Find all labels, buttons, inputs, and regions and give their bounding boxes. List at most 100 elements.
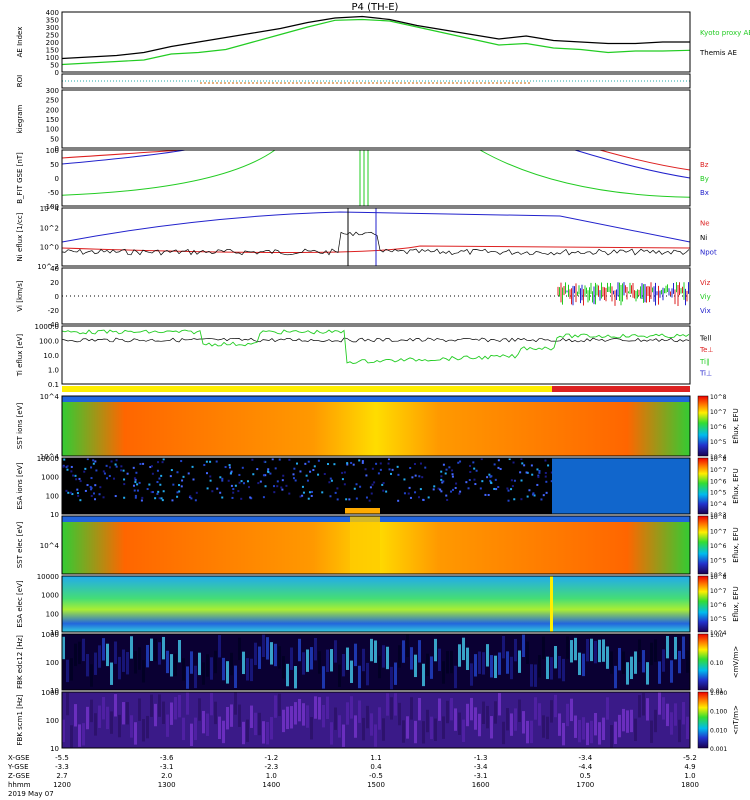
spectrogram-column: [626, 662, 629, 685]
esa-pixel: [520, 458, 523, 461]
spectrogram-column: [374, 640, 377, 663]
esa-pixel: [84, 489, 87, 492]
esa-pixel: [397, 473, 400, 476]
esa-pixel: [206, 487, 209, 490]
esa-pixel: [65, 466, 68, 469]
ne-line: [61, 245, 691, 254]
spectrogram-column: [666, 703, 669, 727]
spectrogram-column: [306, 649, 309, 672]
spectrogram-column: [422, 663, 425, 687]
time-axis-value: -5.5: [55, 754, 69, 762]
time-axis-value: 1800: [681, 781, 699, 789]
colorbar: [697, 575, 709, 633]
spectrogram-column: [122, 649, 125, 672]
y-tick-label: 150: [46, 116, 59, 124]
panel-frame: [61, 395, 691, 457]
esa-pixel: [427, 496, 430, 499]
esa-pixel: [521, 462, 524, 465]
spectrogram-column: [450, 697, 453, 721]
esa-pixel: [115, 459, 118, 462]
time-axis-value: -1.2: [264, 754, 278, 762]
esa-pixel: [194, 499, 197, 502]
spectrogram-column: [630, 656, 633, 680]
esa-pixel: [414, 491, 417, 494]
esa-pixel: [288, 492, 291, 495]
esa-pixel: [467, 487, 470, 490]
spectrogram-column: [642, 650, 645, 673]
esa-pixel: [497, 459, 500, 462]
esa-pixel: [307, 497, 310, 500]
spectrogram-column: [110, 662, 113, 685]
spectrogram-column: [86, 706, 89, 730]
spectrogram-column: [486, 644, 489, 667]
spectrogram-column: [266, 637, 269, 660]
esa-pixel: [215, 460, 218, 463]
spectrogram-column: [526, 720, 529, 744]
spectrogram-column: [130, 636, 133, 659]
esa-pixel: [86, 458, 89, 461]
spectrogram-column: [270, 717, 273, 740]
panel-bfit: B_FIT GSE [nT] 100 50 0 -50 -100 Bz By Bx: [16, 147, 709, 211]
y-tick-label: 200: [46, 39, 59, 47]
spectrogram-column: [142, 719, 145, 742]
esa-pixel: [160, 497, 163, 500]
y-axis-label: Ni eflux [1/cc]: [16, 212, 24, 261]
esa-pixel: [446, 498, 449, 501]
esa-pixel: [228, 464, 231, 467]
spectrogram-column: [562, 722, 565, 746]
spectrogram-column: [438, 648, 441, 672]
y-tick-label: 10.0: [43, 352, 59, 360]
spectrogram-column: [594, 712, 597, 736]
spectrogram-column: [370, 638, 373, 662]
spectrogram-column: [146, 644, 149, 668]
esa-pixel: [103, 472, 106, 475]
colorbar-tick: 10^7: [710, 529, 727, 536]
y-tick-label: 10^0: [40, 244, 59, 252]
time-axis-row-label: hhmm: [8, 781, 31, 789]
esa-pixel: [409, 496, 412, 499]
spectrogram-column: [326, 649, 329, 672]
esa-pixel: [390, 472, 393, 475]
esa-pixel: [396, 465, 399, 468]
esa-pixel: [157, 490, 160, 493]
colorbar-tick: 10^6: [710, 602, 727, 609]
esa-pixel: [89, 485, 92, 488]
colorbar: [697, 691, 709, 749]
spectrogram-column: [538, 703, 541, 726]
spectrogram-column: [510, 656, 513, 680]
esa-pixel: [490, 475, 493, 478]
esa-pixel: [278, 458, 281, 461]
esa-pixel: [489, 479, 492, 482]
spectrogram-column: [358, 665, 361, 689]
esa-pixel: [62, 465, 65, 468]
esa-pixel: [156, 469, 159, 472]
colorbar: [697, 515, 709, 575]
esa-pixel: [474, 483, 477, 486]
spectrogram-column: [586, 722, 589, 746]
legend-entry: Viy: [700, 293, 711, 301]
esa-pixel: [348, 498, 351, 501]
esa-pixel: [271, 458, 274, 461]
y-tick-label: 0.1: [48, 381, 59, 389]
ae-series-kyoto-proxy-ae: [61, 18, 691, 66]
esa-pixel: [424, 466, 427, 469]
spectrogram-column: [494, 655, 497, 679]
esa-pixel: [311, 490, 314, 493]
spectrogram-column: [178, 640, 181, 663]
esa-pixel: [230, 470, 233, 473]
esa-pixel: [508, 458, 511, 461]
spectrogram-column: [514, 708, 517, 731]
colorbar: [697, 395, 709, 457]
time-axis-value: 1500: [367, 781, 385, 789]
spectrogram-column: [362, 717, 365, 741]
bz-line: [61, 149, 186, 159]
spectrogram-column: [578, 719, 581, 743]
spectrogram-column: [186, 666, 189, 689]
spectrogram-column: [162, 701, 165, 724]
esa-pixel: [240, 480, 243, 483]
spectrogram-column: [230, 704, 233, 727]
esa-pixel: [312, 468, 315, 471]
colorbar-tick: 10^5: [710, 490, 727, 497]
y-tick-label: 150: [46, 47, 59, 55]
spectrogram-column: [150, 638, 153, 661]
